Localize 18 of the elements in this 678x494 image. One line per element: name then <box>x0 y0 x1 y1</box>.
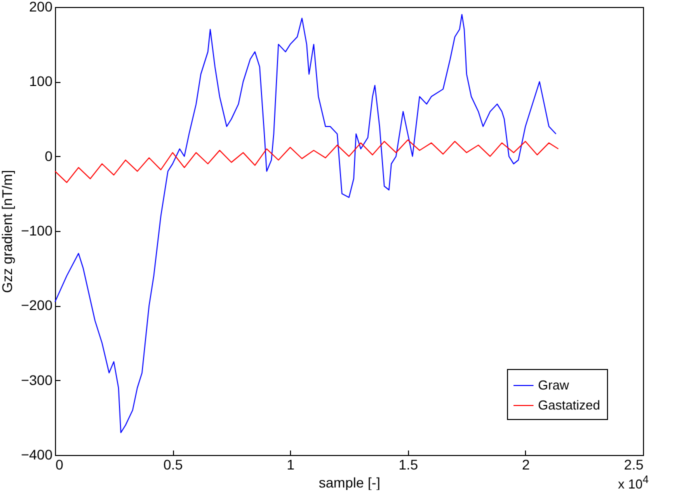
y-axis-title: Gzz gradient [nT/m] <box>0 170 15 293</box>
y-tick-label: −300 <box>20 372 53 388</box>
line-series <box>54 139 559 183</box>
legend-label: Graw <box>538 378 570 392</box>
y-tick-label: −100 <box>20 222 53 238</box>
x-tick-label: 1.5 <box>398 456 418 472</box>
text: x 10$^{4}$ <box>618 474 649 492</box>
x-tick-label: 2.5 <box>624 456 644 472</box>
y-tick-label: −400 <box>20 446 53 462</box>
x-tick-label: 0.5 <box>163 456 184 472</box>
y-tick-label: 0 <box>44 148 53 164</box>
y-tick-label: 100 <box>29 73 53 90</box>
legend-label: Gastatized <box>538 398 600 412</box>
x-tick-label: 0 <box>56 456 64 472</box>
x-tick-label: 2 <box>522 456 530 472</box>
y-tick-label: 200 <box>29 0 53 14</box>
y-tick-label: −200 <box>20 297 53 314</box>
x-tick-label: 1 <box>286 456 295 472</box>
